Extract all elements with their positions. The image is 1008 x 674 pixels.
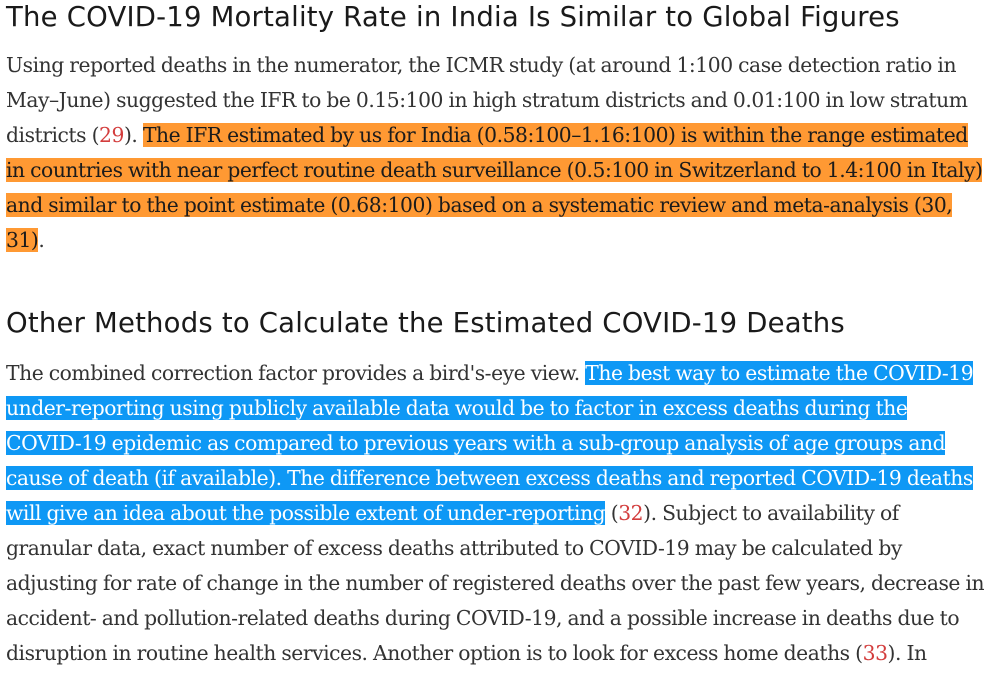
paragraph-text: .: [38, 228, 45, 252]
paragraph-text: ).: [123, 123, 143, 147]
reference-link-33[interactable]: 33: [862, 641, 888, 665]
paragraph-text: The combined correction factor provides …: [6, 361, 586, 385]
reference-link-29[interactable]: 29: [99, 123, 124, 147]
paragraph-text: Using reported deaths in the numerator, …: [6, 53, 968, 147]
section-heading-other-methods: Other Methods to Calculate the Estimated…: [6, 307, 845, 339]
paragraph-text: ). In: [887, 641, 928, 665]
paragraph-excess-deaths: The combined correction factor provides …: [6, 356, 988, 671]
highlighted-text-orange[interactable]: The IFR estimated by us for India (0.58:…: [6, 123, 983, 252]
paragraph-ifr-comparison: Using reported deaths in the numerator, …: [6, 48, 988, 258]
reference-link-32[interactable]: 32: [618, 501, 644, 525]
paragraph-text: ). Subject to availability of granular d…: [6, 501, 985, 665]
paragraph-text: (: [605, 501, 619, 525]
section-heading-mortality-rate: The COVID-19 Mortality Rate in India Is …: [6, 1, 900, 33]
